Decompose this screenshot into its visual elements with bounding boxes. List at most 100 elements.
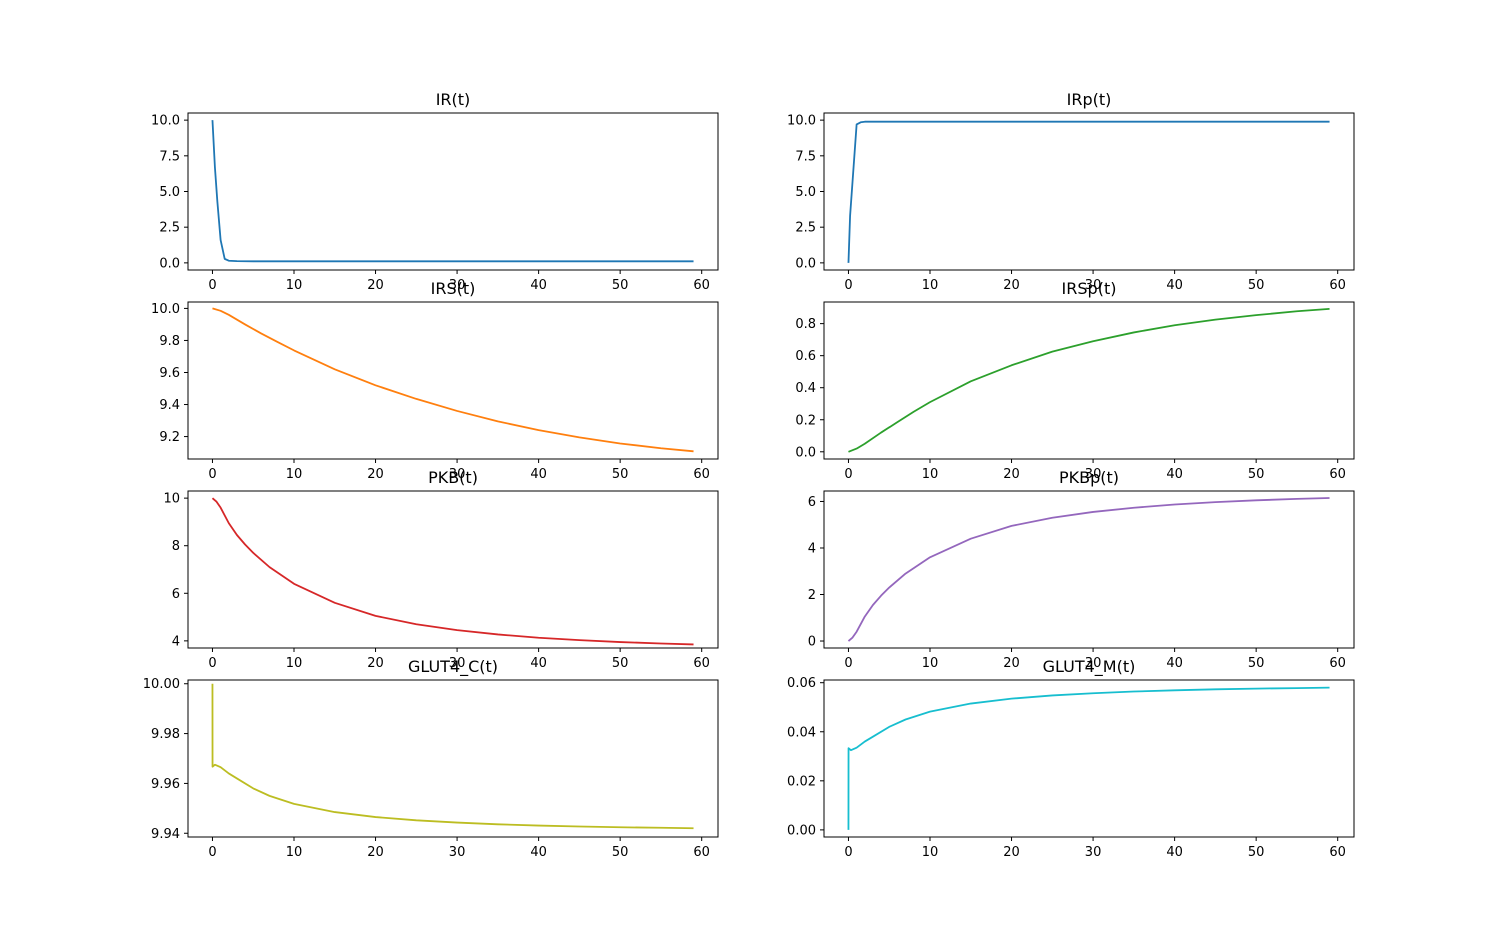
y-tick-label: 0.4 — [795, 381, 816, 396]
x-tick-label: 40 — [1166, 467, 1183, 482]
x-tick-label: 50 — [612, 845, 629, 860]
x-tick-label: 0 — [208, 656, 216, 671]
x-tick-label: 0 — [844, 278, 852, 293]
y-tick-label: 10.0 — [787, 114, 816, 129]
x-tick-label: 40 — [1166, 278, 1183, 293]
series-line — [847, 686, 1330, 830]
x-tick-label: 50 — [612, 656, 629, 671]
y-tick-label: 2.5 — [159, 221, 180, 236]
y-tick-label: 0 — [808, 635, 816, 650]
x-tick-label: 50 — [1248, 467, 1265, 482]
y-tick-label: 7.5 — [795, 149, 816, 164]
y-tick-label: 0.06 — [787, 676, 816, 691]
subplot-6: PKBp(t) 0 10 20 30 40 50 60 0 2 4 6 — [808, 468, 1355, 671]
x-tick-label: 10 — [286, 845, 303, 860]
x-tick-label: 10 — [286, 278, 303, 293]
x-tick-label: 20 — [1003, 656, 1020, 671]
x-tick-label: 0 — [844, 845, 852, 860]
x-tick-label: 10 — [922, 278, 939, 293]
subplot-8: GLUT4_M(t) 0 10 20 30 40 50 60 0.00 0.02 0.04 0.06 — [787, 657, 1355, 860]
y-tick-label: 0.2 — [795, 413, 816, 428]
x-tick-label: 50 — [612, 467, 629, 482]
subplot-1: IR(t) 0 10 20 30 40 50 60 0.0 2.5 5.0 7.5 10.0 — [151, 90, 719, 293]
x-tick-label: 0 — [844, 467, 852, 482]
x-tick-label: 60 — [1329, 656, 1346, 671]
x-tick-label: 60 — [693, 845, 710, 860]
y-tick-label: 9.2 — [159, 430, 180, 445]
y-tick-label: 0.04 — [787, 725, 816, 740]
plot-title: IRSp(t) — [1062, 279, 1117, 298]
x-tick-label: 40 — [1166, 656, 1183, 671]
x-tick-label: 60 — [1329, 467, 1346, 482]
series-line — [847, 120, 1330, 263]
series-line — [211, 120, 694, 263]
series-line — [212, 307, 694, 453]
x-tick-label: 40 — [1166, 845, 1183, 860]
series-line — [848, 307, 1330, 453]
plot-title: IRp(t) — [1067, 90, 1112, 109]
x-tick-label: 10 — [286, 467, 303, 482]
x-tick-label: 20 — [1003, 467, 1020, 482]
axes-frame — [823, 490, 1355, 649]
y-tick-label: 0.8 — [795, 317, 816, 332]
axes-frame — [187, 490, 719, 649]
y-tick-label: 4 — [808, 541, 816, 556]
y-tick-label: 0.0 — [795, 445, 816, 460]
y-tick-label: 10.0 — [151, 302, 180, 317]
x-tick-label: 50 — [1248, 845, 1265, 860]
axes-frame — [823, 301, 1355, 460]
x-tick-label: 30 — [1085, 845, 1102, 860]
axes-frame — [187, 301, 719, 460]
y-tick-label: 0.6 — [795, 349, 816, 364]
x-tick-label: 30 — [449, 467, 466, 482]
x-tick-label: 30 — [1085, 278, 1102, 293]
x-tick-label: 60 — [693, 656, 710, 671]
x-tick-label: 30 — [449, 656, 466, 671]
x-tick-label: 30 — [449, 278, 466, 293]
series-line — [847, 497, 1330, 642]
y-tick-label: 9.96 — [151, 777, 180, 792]
axes-frame — [823, 112, 1355, 271]
axes-frame — [187, 112, 719, 271]
x-tick-label: 20 — [1003, 845, 1020, 860]
y-tick-label: 10.00 — [143, 677, 180, 692]
y-tick-label: 7.5 — [159, 149, 180, 164]
y-tick-label: 0.0 — [159, 256, 180, 271]
y-tick-label: 6 — [172, 587, 180, 602]
plot-title: IR(t) — [436, 90, 471, 109]
y-tick-label: 2.5 — [795, 221, 816, 236]
y-tick-label: 0.0 — [795, 256, 816, 271]
series-line — [211, 497, 694, 646]
y-tick-label: 4 — [172, 634, 180, 649]
x-tick-label: 60 — [1329, 278, 1346, 293]
subplot-3: IRS(t) 0 10 20 30 40 50 60 9.2 9.4 9.6 9.8 10.0 — [151, 279, 719, 482]
subplot-4: IRSp(t) 0 10 20 30 40 50 60 0.0 0.2 0.4 0.6 0.8 — [795, 279, 1355, 482]
x-tick-label: 0 — [208, 278, 216, 293]
x-tick-label: 10 — [922, 467, 939, 482]
subplot-2: IRp(t) 0 10 20 30 40 50 60 0.0 2.5 5.0 7.5 10.0 — [787, 90, 1355, 293]
series-line — [211, 683, 694, 830]
x-tick-label: 60 — [693, 278, 710, 293]
y-tick-label: 5.0 — [795, 185, 816, 200]
x-tick-label: 40 — [530, 656, 547, 671]
subplot-5: PKB(t) 0 10 20 30 40 50 60 4 6 8 10 — [163, 468, 719, 671]
x-tick-label: 20 — [367, 467, 384, 482]
y-tick-label: 9.94 — [151, 827, 180, 842]
plot-title: GLUT4_C(t) — [408, 657, 498, 677]
x-tick-label: 40 — [530, 467, 547, 482]
plot-title: PKB(t) — [428, 468, 478, 487]
y-tick-label: 6 — [808, 495, 816, 510]
y-tick-label: 9.4 — [159, 398, 180, 413]
axes-frame — [187, 679, 719, 838]
x-tick-label: 40 — [530, 845, 547, 860]
x-tick-label: 10 — [922, 656, 939, 671]
x-tick-label: 30 — [1085, 467, 1102, 482]
y-tick-label: 2 — [808, 588, 816, 603]
subplot-7: GLUT4_C(t) 0 10 20 30 40 50 60 9.94 9.96 9.98 10.00 — [143, 657, 719, 860]
y-tick-label: 10 — [163, 492, 180, 507]
x-tick-label: 60 — [693, 467, 710, 482]
x-tick-label: 60 — [1329, 845, 1346, 860]
plot-title: GLUT4_M(t) — [1043, 657, 1136, 677]
y-tick-label: 9.6 — [159, 366, 180, 381]
